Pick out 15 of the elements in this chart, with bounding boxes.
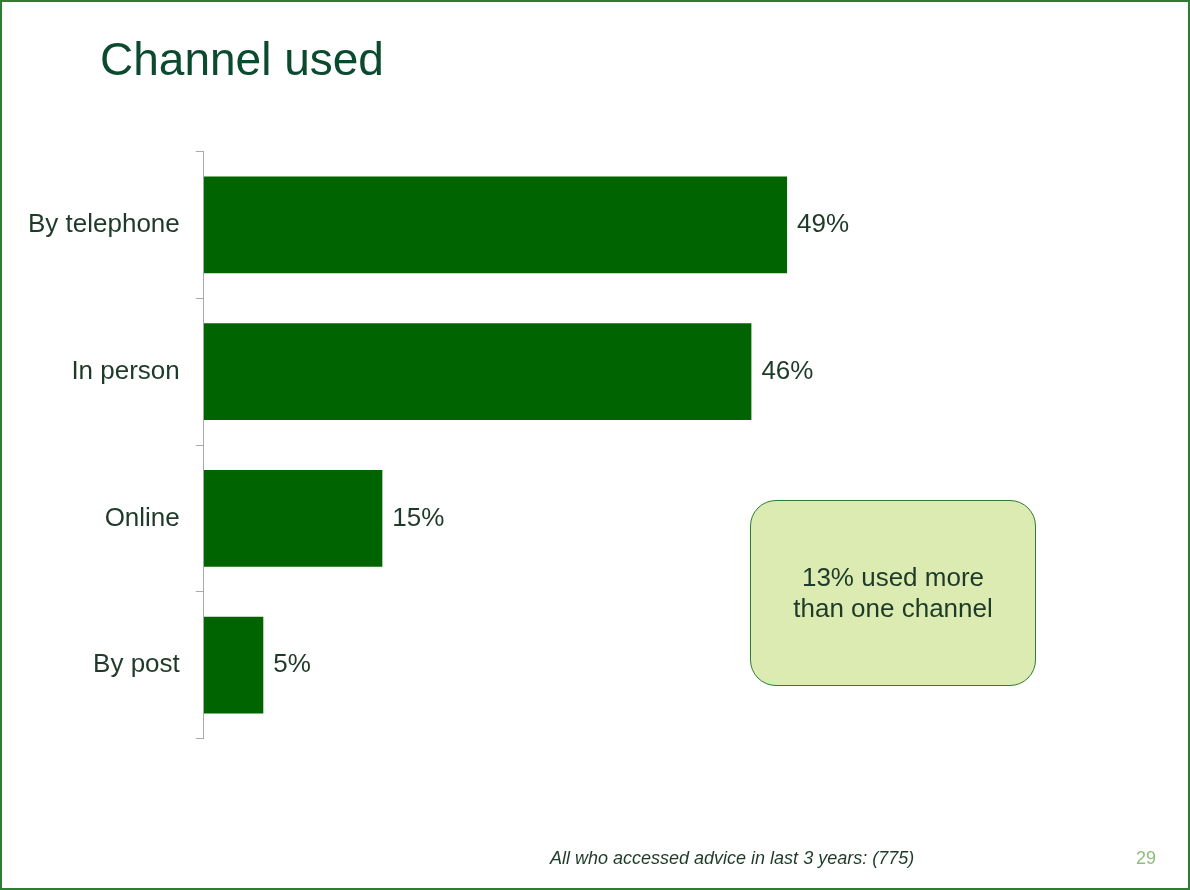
chart-title: Channel used xyxy=(100,32,384,86)
bar xyxy=(203,616,264,714)
data-label: 46% xyxy=(761,354,814,385)
bar xyxy=(203,323,752,421)
bar xyxy=(203,469,383,567)
data-label: 5% xyxy=(273,648,311,679)
data-label: 15% xyxy=(392,501,445,532)
y-tick-label: By telephone xyxy=(27,208,180,239)
y-tick-label: Online xyxy=(104,501,180,532)
text: 29 xyxy=(1136,848,1157,869)
data-label: 49% xyxy=(797,208,850,239)
text: All who accessed advice in last 3 years: (775) xyxy=(550,848,915,869)
y-tick-label: By post xyxy=(93,648,181,679)
y-tick-label: In person xyxy=(71,354,180,385)
bar xyxy=(203,176,788,274)
